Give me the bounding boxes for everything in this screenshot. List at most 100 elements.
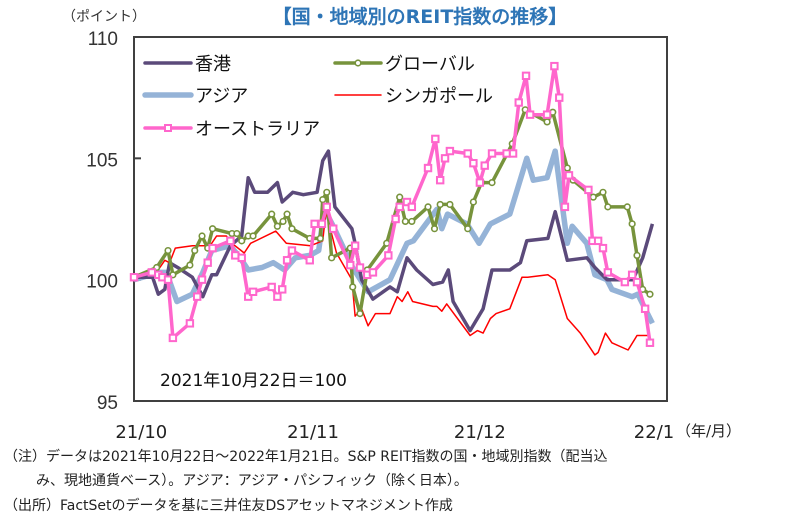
data-point-australia	[480, 161, 489, 170]
data-point-australia	[598, 243, 608, 253]
data-point-australia	[329, 224, 338, 233]
series-line-4	[133, 64, 652, 344]
legend-label: シンガポール	[385, 86, 493, 107]
data-point-global	[401, 217, 409, 226]
legend-label: オーストラリア	[195, 119, 320, 140]
series-line-1	[133, 108, 651, 316]
data-point-australia	[322, 202, 331, 212]
data-point-australia	[129, 273, 139, 282]
data-point-global	[356, 310, 364, 318]
data-point-australia	[423, 163, 433, 173]
data-point-global	[599, 188, 607, 196]
data-point-australia	[391, 214, 400, 224]
data-point-australia	[620, 277, 630, 287]
data-point-australia	[469, 158, 478, 168]
data-point-australia	[197, 275, 207, 284]
data-point-australia	[267, 282, 276, 292]
x-tick-label: 21/10	[115, 422, 167, 443]
data-point-australia	[273, 292, 282, 301]
data-point-australia	[514, 98, 523, 107]
data-point-australia	[203, 258, 212, 267]
data-point-australia	[346, 260, 355, 270]
data-point-australia	[395, 202, 404, 212]
data-point-australia	[185, 319, 195, 328]
data-point-australia	[627, 270, 637, 280]
data-point-global	[424, 203, 432, 211]
data-point-australia	[237, 253, 246, 263]
data-point-australia	[525, 110, 535, 119]
data-point-global	[430, 225, 439, 233]
data-point-global	[633, 251, 641, 259]
data-point-australia	[244, 292, 253, 301]
data-point-australia	[226, 236, 235, 246]
legend-label: 香港	[195, 54, 231, 75]
data-point-global	[623, 203, 631, 211]
data-point-global	[488, 179, 496, 187]
data-point-australia	[355, 263, 365, 272]
data-point-global	[208, 225, 217, 233]
note-line-1: （注）データは2021年10月22日～2022年1月21日。S&P REIT指数…	[4, 449, 608, 465]
data-point-australia	[603, 268, 613, 277]
data-point-global	[589, 193, 597, 201]
note-line-2: み、現地通貨ベース）。アジア：アジア・パシフィック（除く日本）。	[36, 473, 468, 489]
x-tick-label: 21/11	[287, 422, 339, 443]
data-point-australia	[555, 93, 564, 102]
data-point-australia	[350, 241, 360, 250]
data-point-australia	[248, 287, 258, 297]
x-axis-unit: （年/月）	[676, 422, 741, 440]
data-point-australia	[310, 219, 319, 229]
y-tick-label: 110	[88, 29, 118, 50]
chart-title: 【国・地域別のREIT指数の推移】	[272, 6, 568, 28]
data-point-global	[288, 225, 296, 233]
data-point-australia	[440, 154, 450, 163]
data-point-australia	[564, 171, 574, 180]
data-point-australia	[163, 275, 173, 284]
data-point-global	[233, 229, 241, 238]
data-point-global	[186, 261, 194, 269]
data-point-global	[279, 217, 287, 226]
data-point-global	[408, 217, 416, 226]
data-point-australia	[278, 285, 287, 294]
data-point-global	[249, 232, 257, 240]
data-point-australia	[192, 292, 202, 301]
data-point-global	[604, 203, 612, 211]
data-point-australia	[640, 304, 650, 313]
data-point-global	[283, 210, 291, 218]
data-point-global	[446, 200, 454, 209]
data-point-global	[436, 200, 444, 209]
y-axis-unit: （ポイント）	[62, 9, 146, 25]
data-point-global	[396, 193, 404, 201]
y-tick-label: 100	[86, 272, 118, 293]
data-point-australia	[407, 202, 417, 212]
data-point-global	[238, 237, 246, 245]
data-point-global	[198, 232, 206, 240]
y-tick-label: 105	[86, 150, 118, 171]
data-point-global	[328, 254, 336, 262]
data-point-australia	[282, 256, 292, 265]
data-point-australia	[317, 219, 327, 229]
data-point-australia	[550, 61, 559, 71]
data-point-global	[628, 220, 636, 228]
data-point-australia	[147, 268, 157, 277]
data-point-australia	[487, 149, 497, 158]
y-tick-label: 95	[97, 393, 118, 414]
data-point-global	[191, 246, 199, 255]
data-point-australia	[502, 149, 511, 158]
data-point-australia	[402, 197, 412, 207]
data-point-global	[563, 164, 571, 172]
data-point-australia	[645, 338, 655, 347]
legend-label: グローバル	[385, 54, 475, 75]
data-point-australia	[521, 71, 531, 81]
data-point-australia	[208, 243, 217, 253]
data-point-global	[268, 210, 276, 218]
data-point-australia	[431, 134, 440, 144]
data-point-australia	[231, 251, 240, 260]
data-point-global	[646, 290, 654, 298]
x-tick-label: 22/1	[634, 422, 674, 443]
data-point-global	[164, 246, 172, 255]
data-point-australia	[445, 146, 455, 156]
data-point-australia	[463, 149, 472, 158]
legend-marker	[164, 124, 172, 132]
legend-label: アジア	[195, 86, 248, 107]
